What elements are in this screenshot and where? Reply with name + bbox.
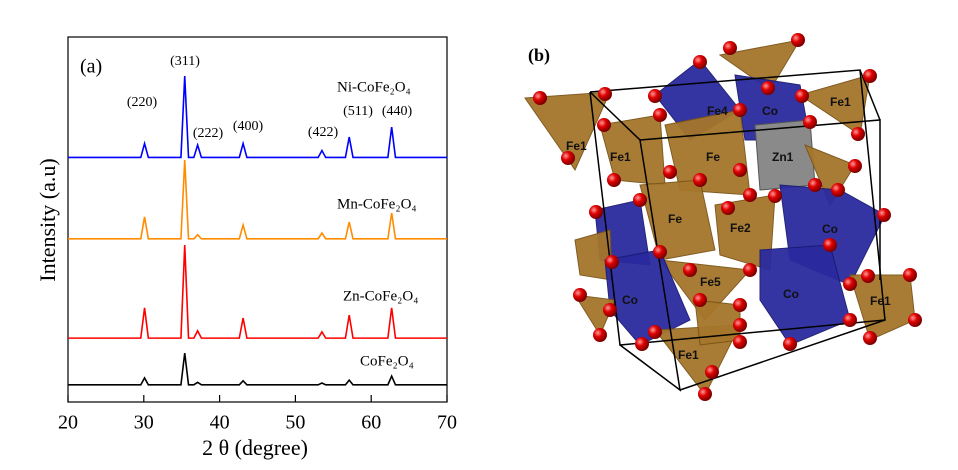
xrd-pattern [68, 76, 447, 159]
plot-frame [67, 36, 448, 403]
atom-label: Fe1 [830, 95, 851, 109]
polyhedron [524, 91, 611, 172]
atom-label: Co [762, 104, 778, 118]
atom-label: Fe1 [870, 294, 891, 308]
peak-label: (220) [127, 95, 158, 110]
series-label: Zn-CoFe₂O₄ [343, 288, 418, 304]
peak-label: (311) [170, 54, 200, 69]
series-label: CoFe₂O₄ [360, 353, 414, 369]
panel-label: (b) [528, 45, 550, 66]
xrd-pattern [68, 352, 447, 386]
peak-label: (400) [233, 119, 264, 134]
atom-label: Co [822, 222, 838, 236]
x-tick-label: 20 [58, 412, 78, 434]
atom-label: Co [783, 287, 799, 301]
peak-label: (440) [382, 104, 413, 119]
x-tick-label: 30 [134, 412, 154, 434]
atom-label: Fe4 [707, 104, 728, 118]
polyhedron [639, 179, 716, 261]
series-label: Ni-CoFe₂O₄ [337, 79, 411, 95]
atom-label: Fe1 [678, 348, 699, 362]
atoms [533, 33, 922, 401]
y-axis-label: Intensity (a.u) [35, 158, 60, 281]
cell-edge [589, 91, 682, 392]
atom-label: Fe [668, 212, 682, 226]
x-tick-label: 40 [210, 412, 230, 434]
cell-edge [859, 69, 881, 121]
x-tick-label: 60 [361, 412, 381, 434]
peak-label: (422) [308, 125, 339, 140]
atom-label: Fe1 [610, 150, 631, 164]
atom-label: Fe5 [700, 275, 721, 289]
x-axis-label: 2 θ (degree) [202, 435, 308, 460]
x-tick-label: 50 [285, 412, 305, 434]
panel-label: (a) [80, 56, 102, 78]
series-label: Mn-CoFe₂O₄ [337, 196, 417, 212]
xrd-pattern [68, 245, 447, 339]
polyhedron [718, 39, 802, 91]
peak-label: (511) [343, 104, 373, 119]
polyhedron [798, 74, 871, 136]
peak-label: (222) [193, 126, 224, 141]
x-tick-label: 70 [437, 412, 457, 434]
atom-label: Fe [706, 150, 720, 164]
atom-label: Fe1 [566, 139, 587, 153]
crystal-structure: (b) Fe1 Fe1 Fe Zn1 Co Fe4 Fe1 Fe Fe2 Co Fe5 Co Co Fe1… [524, 33, 922, 401]
polyhedron [759, 244, 851, 346]
xrd-pattern [68, 159, 447, 240]
atom-label: Zn1 [772, 150, 794, 164]
polyhedron [574, 294, 616, 337]
polyhedron [658, 259, 752, 321]
atom-label: Fe2 [730, 221, 751, 235]
atom-label: Co [622, 293, 638, 307]
